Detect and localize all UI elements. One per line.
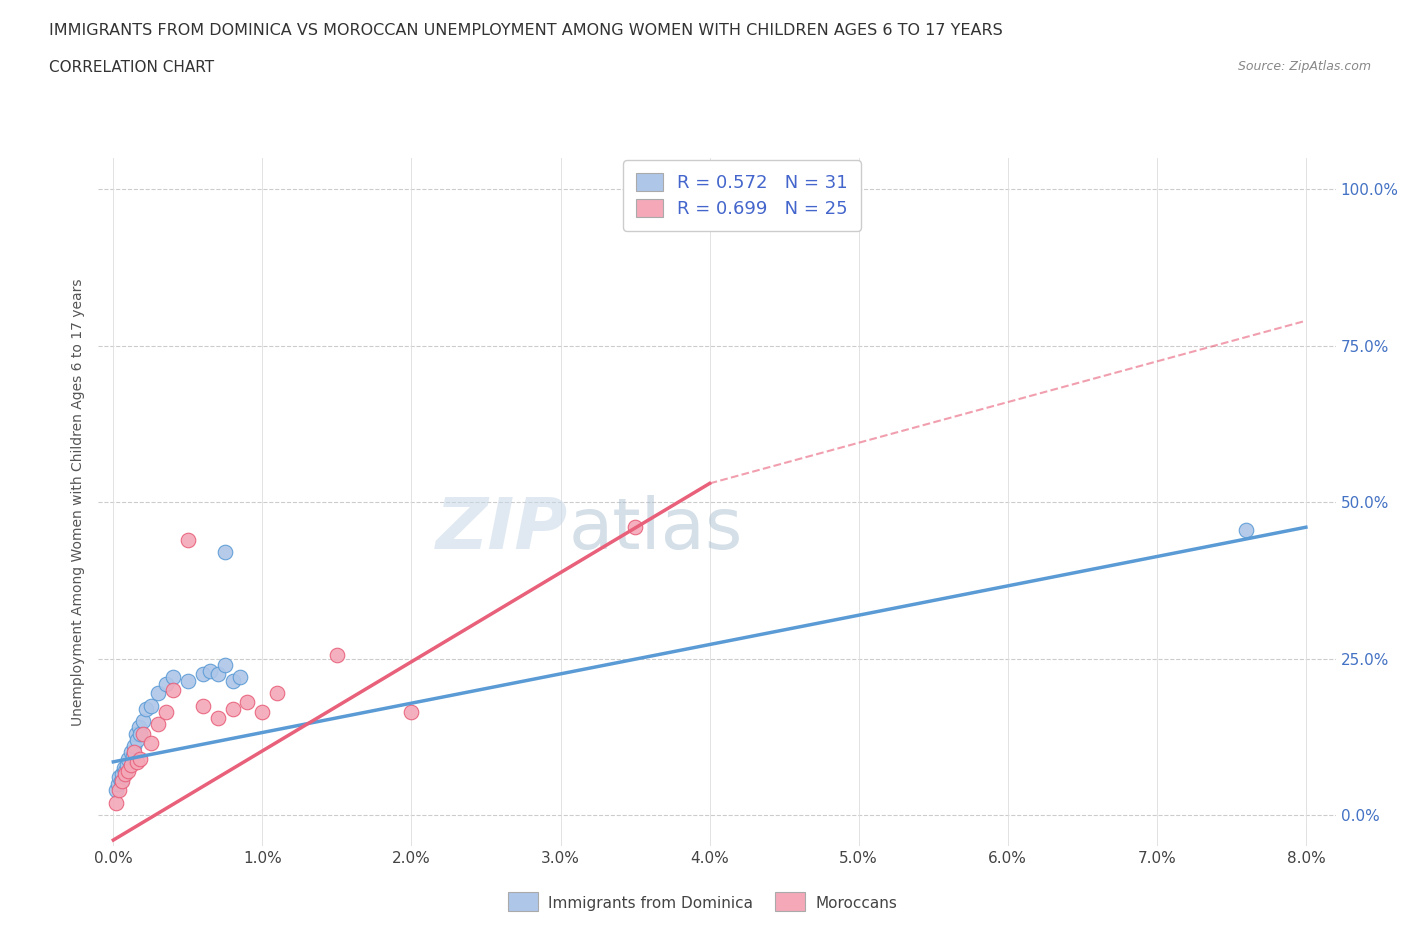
Point: [177, 673, 200, 688]
Point: [191, 698, 214, 713]
Point: [252, 704, 274, 719]
Point: [111, 773, 134, 788]
Point: [191, 667, 214, 682]
Point: [214, 545, 236, 560]
Point: [112, 761, 135, 776]
Point: [155, 704, 177, 719]
Point: [117, 751, 139, 766]
Point: [105, 782, 128, 797]
Point: [122, 745, 145, 760]
Bar: [508, 893, 538, 911]
Point: [207, 667, 229, 682]
Text: atlas: atlas: [568, 496, 742, 565]
Point: [200, 664, 222, 679]
Point: [117, 764, 139, 778]
Point: [221, 701, 243, 716]
Point: [1234, 523, 1257, 538]
Point: [207, 711, 229, 725]
Point: [132, 726, 155, 741]
Point: [125, 726, 148, 741]
Text: ZIP: ZIP: [436, 496, 568, 565]
Legend: R = 0.572   N = 31, R = 0.699   N = 25: R = 0.572 N = 31, R = 0.699 N = 25: [623, 160, 860, 231]
Point: [624, 520, 647, 535]
Text: Source: ZipAtlas.com: Source: ZipAtlas.com: [1237, 60, 1371, 73]
Point: [214, 658, 236, 672]
Point: [127, 733, 149, 748]
Point: [105, 795, 128, 810]
Y-axis label: Unemployment Among Women with Children Ages 6 to 17 years: Unemployment Among Women with Children A…: [72, 278, 86, 726]
Point: [221, 673, 243, 688]
Point: [115, 758, 138, 773]
Point: [114, 767, 136, 782]
Point: [108, 782, 131, 797]
Point: [139, 698, 162, 713]
Point: [146, 717, 169, 732]
Point: [177, 532, 200, 547]
Text: IMMIGRANTS FROM DOMINICA VS MOROCCAN UNEMPLOYMENT AMONG WOMEN WITH CHILDREN AGES: IMMIGRANTS FROM DOMINICA VS MOROCCAN UNE…: [49, 23, 1002, 38]
Point: [111, 767, 134, 782]
Point: [135, 701, 157, 716]
Point: [668, 201, 690, 216]
Point: [162, 683, 184, 698]
Bar: [775, 893, 806, 911]
Point: [128, 720, 150, 735]
Text: CORRELATION CHART: CORRELATION CHART: [49, 60, 214, 75]
Point: [146, 685, 169, 700]
Point: [121, 748, 143, 763]
Text: Moroccans: Moroccans: [815, 897, 897, 911]
Point: [266, 685, 288, 700]
Point: [401, 704, 423, 719]
Point: [127, 754, 149, 769]
Text: Immigrants from Dominica: Immigrants from Dominica: [548, 897, 754, 911]
Point: [114, 764, 136, 778]
Point: [108, 770, 131, 785]
Point: [326, 648, 349, 663]
Point: [155, 676, 177, 691]
Point: [120, 745, 142, 760]
Point: [162, 670, 184, 684]
Point: [236, 695, 259, 710]
Point: [129, 751, 152, 766]
Point: [229, 670, 252, 684]
Point: [129, 726, 152, 741]
Point: [122, 738, 145, 753]
Point: [107, 777, 129, 791]
Point: [110, 773, 132, 788]
Point: [132, 713, 155, 728]
Point: [120, 758, 142, 773]
Point: [139, 736, 162, 751]
